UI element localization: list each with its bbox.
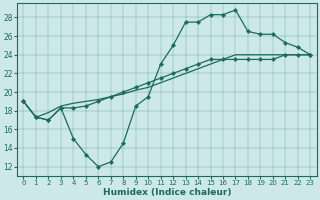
X-axis label: Humidex (Indice chaleur): Humidex (Indice chaleur) bbox=[103, 188, 231, 197]
